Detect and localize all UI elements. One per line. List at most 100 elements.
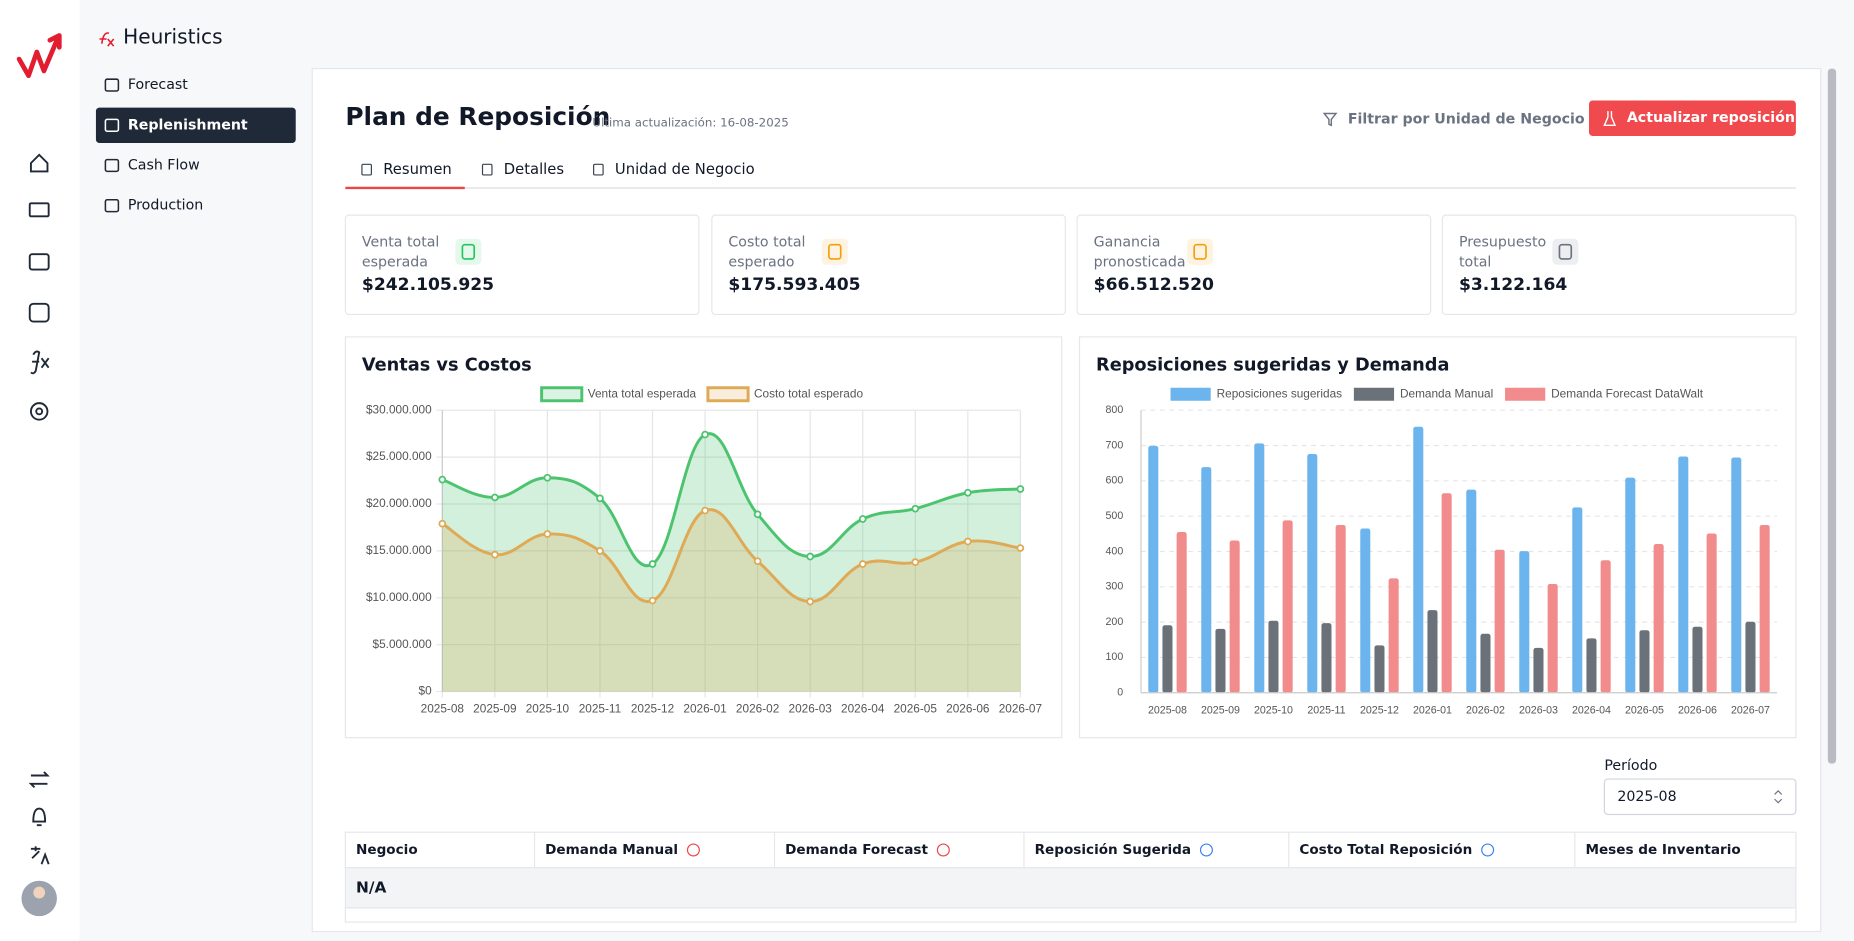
point[interactable] <box>650 598 656 604</box>
x-tick-label: 2026-02 <box>736 701 779 715</box>
bar[interactable] <box>1654 544 1664 693</box>
y-tick-label: 700 <box>1106 439 1124 451</box>
kpi-label: Venta total <box>362 234 439 250</box>
bar[interactable] <box>1466 490 1476 693</box>
bar[interactable] <box>1731 458 1741 693</box>
bar[interactable] <box>1586 638 1596 692</box>
point[interactable] <box>807 599 813 605</box>
icon-rail <box>0 0 79 941</box>
nav-item[interactable]: Forecast <box>128 77 188 93</box>
point[interactable] <box>912 506 918 512</box>
x-tick-label: 2026-04 <box>841 701 885 715</box>
bar[interactable] <box>1374 645 1384 692</box>
bar[interactable] <box>1230 541 1240 693</box>
bar[interactable] <box>1533 648 1543 693</box>
bar[interactable] <box>1745 622 1755 693</box>
table-row-clipped <box>345 908 1796 922</box>
bar[interactable] <box>1360 529 1370 693</box>
bar[interactable] <box>1572 507 1582 692</box>
point[interactable] <box>755 558 761 564</box>
bar[interactable] <box>1413 427 1423 693</box>
bar[interactable] <box>1148 446 1158 693</box>
x-tick-label: 2025-10 <box>526 701 570 715</box>
nav-item[interactable]: Cash Flow <box>128 158 200 174</box>
bar[interactable] <box>1177 532 1187 693</box>
legend-label[interactable]: Demanda Manual <box>1400 386 1493 400</box>
bar[interactable] <box>1519 551 1529 693</box>
point[interactable] <box>1017 486 1023 492</box>
bar[interactable] <box>1601 560 1611 692</box>
x-tick-label: 2026-07 <box>999 701 1042 715</box>
bar[interactable] <box>1254 443 1264 692</box>
bar[interactable] <box>1548 584 1558 693</box>
point[interactable] <box>860 561 866 567</box>
x-tick-label: 2025-09 <box>1201 704 1240 716</box>
x-tick-label: 2026-03 <box>789 701 833 715</box>
bar[interactable] <box>1480 634 1490 693</box>
legend-swatch <box>1505 388 1545 401</box>
point[interactable] <box>439 521 445 527</box>
point[interactable] <box>492 494 498 500</box>
bar[interactable] <box>1692 627 1702 693</box>
kpi-icon-bg <box>1552 239 1578 265</box>
bar[interactable] <box>1639 630 1649 693</box>
kpi-label: Presupuesto <box>1459 234 1546 250</box>
bar[interactable] <box>1427 610 1437 693</box>
kpi-icon-bg <box>455 239 481 265</box>
point[interactable] <box>755 511 761 517</box>
y-tick-label: 0 <box>1117 687 1123 699</box>
point[interactable] <box>650 561 656 567</box>
point[interactable] <box>439 477 445 483</box>
filter-button[interactable]: Filtrar por Unidad de Negocio <box>1348 111 1585 127</box>
point[interactable] <box>912 559 918 565</box>
legend-label[interactable]: Reposiciones sugeridas <box>1217 386 1343 400</box>
bar[interactable] <box>1162 625 1172 692</box>
bar[interactable] <box>1707 533 1717 692</box>
bar[interactable] <box>1283 520 1293 692</box>
kpi-label: esperada <box>362 254 428 270</box>
bar[interactable] <box>1625 478 1635 693</box>
point[interactable] <box>807 554 813 560</box>
tab[interactable]: Resumen <box>383 161 452 178</box>
legend-label[interactable]: Venta total esperada <box>588 386 697 400</box>
nav-item[interactable]: Replenishment <box>128 117 248 133</box>
x-tick-label: 2025-11 <box>579 701 621 715</box>
bar[interactable] <box>1307 454 1317 693</box>
bar[interactable] <box>1336 525 1346 693</box>
bar[interactable] <box>1268 621 1278 693</box>
tab[interactable]: Unidad de Negocio <box>615 161 755 178</box>
kpi-icon-bg <box>822 239 848 265</box>
x-tick-label: 2025-11 <box>1307 704 1345 716</box>
bar[interactable] <box>1760 525 1770 693</box>
point[interactable] <box>860 516 866 522</box>
bar[interactable] <box>1678 456 1688 692</box>
bar[interactable] <box>1442 493 1452 693</box>
point[interactable] <box>544 475 550 481</box>
bar[interactable] <box>1201 467 1211 693</box>
kpi-value: $175.593.405 <box>728 275 860 295</box>
scrollbar[interactable] <box>1828 69 1836 764</box>
bar[interactable] <box>1495 550 1505 693</box>
point[interactable] <box>597 548 603 554</box>
point[interactable] <box>965 539 971 545</box>
bar[interactable] <box>1215 629 1225 693</box>
point[interactable] <box>965 490 971 496</box>
point[interactable] <box>702 432 708 438</box>
x-tick-label: 2026-06 <box>946 701 990 715</box>
tab[interactable]: Detalles <box>504 161 564 178</box>
point[interactable] <box>597 495 603 501</box>
nav-item[interactable]: Production <box>128 198 203 214</box>
point[interactable] <box>1017 545 1023 551</box>
last-updated: Última actualización: 16-08-2025 <box>592 114 788 129</box>
legend-swatch <box>708 388 748 401</box>
point[interactable] <box>702 508 708 514</box>
bar[interactable] <box>1389 578 1399 692</box>
legend-label[interactable]: Costo total esperado <box>754 386 863 400</box>
bar[interactable] <box>1321 623 1331 693</box>
legend-label[interactable]: Demanda Forecast DataWalt <box>1551 386 1704 400</box>
point[interactable] <box>544 531 550 537</box>
group-label: N/A <box>356 878 386 896</box>
point[interactable] <box>492 552 498 558</box>
